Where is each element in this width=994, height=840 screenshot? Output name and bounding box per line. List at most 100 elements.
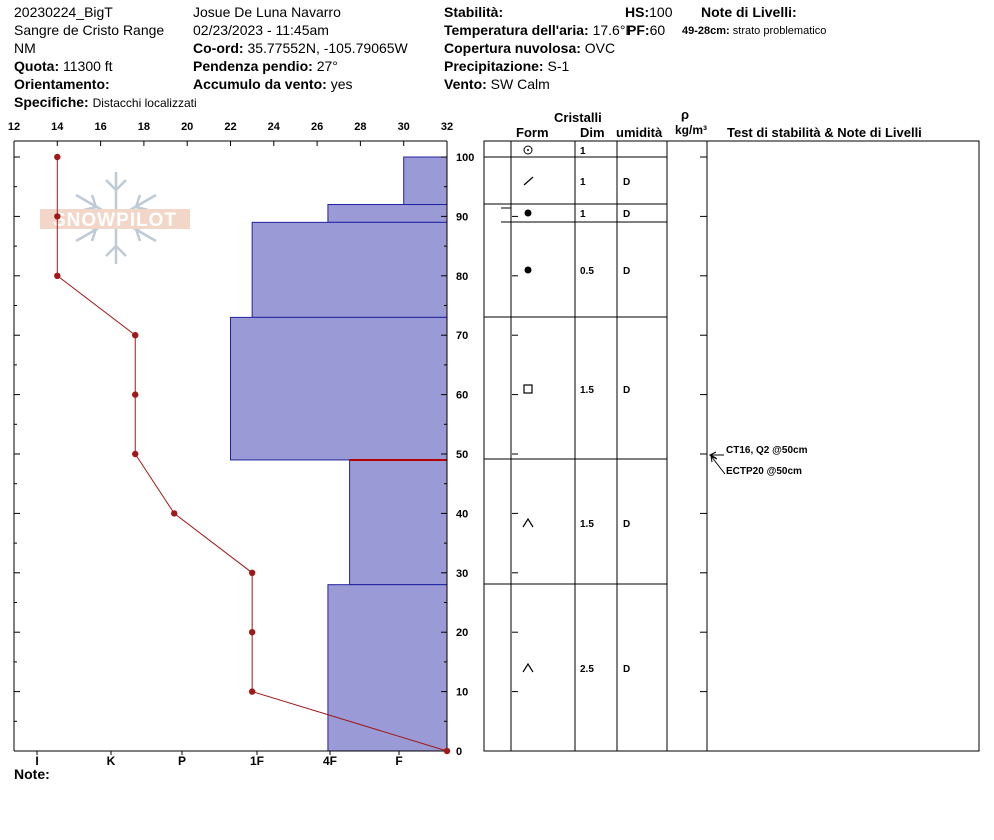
- wind-label: Vento:: [444, 76, 487, 92]
- penetration-foot-label: PF:: [627, 22, 650, 38]
- specifics: Specifiche: Distacchi localizzati: [14, 94, 197, 111]
- depth-tick-label: 10: [456, 687, 468, 699]
- temp-tick-label: 14: [51, 121, 64, 133]
- grain-moisture: D: [623, 519, 630, 530]
- tests-header: Test di stabilità & Note di Livelli: [727, 125, 922, 140]
- layer-note-range: 49-28cm:: [682, 25, 730, 37]
- grain-size: 0.5: [580, 266, 594, 277]
- density-unit-header: kg/m³: [675, 123, 708, 137]
- grain-form-precip-dot: [527, 149, 529, 151]
- depth-tick-label: 60: [456, 390, 468, 402]
- hardness-layer-bar: [349, 459, 448, 586]
- wind-loading: Accumulo da vento: yes: [193, 76, 352, 92]
- state-name: NM: [14, 40, 36, 56]
- depth-tick-label: 50: [456, 449, 468, 461]
- temp-tick-label: 28: [354, 121, 366, 133]
- test-arrow-icon: [710, 455, 718, 463]
- observer-name: Josue De Luna Navarro: [193, 4, 341, 20]
- stability-test-ct: CT16, Q2 @50cm: [726, 445, 808, 456]
- grain-form-round-icon: [524, 266, 532, 274]
- watermark-text: SNOWPILOT: [53, 210, 177, 231]
- air-temperature-value: 17.6°F: [592, 22, 634, 38]
- snow-height: HS:100: [625, 4, 672, 20]
- temperature-point: [171, 510, 178, 517]
- temperature-point: [248, 629, 256, 636]
- depth-tick-label: 80: [456, 271, 468, 283]
- temperature-point: [248, 569, 256, 576]
- grain-size: 1: [580, 209, 586, 220]
- depth-tick-label: 40: [456, 508, 468, 520]
- hardness-label: P: [178, 754, 186, 768]
- grain-size: 2.5: [580, 664, 594, 675]
- hardness-label: F: [395, 754, 402, 768]
- slope-label: Pendenza pendio:: [193, 58, 313, 74]
- temperature-point: [248, 688, 256, 695]
- notes-label: Note:: [14, 766, 50, 782]
- grain-form-faceted-icon: [522, 517, 534, 528]
- stability-label: Stabilità:: [444, 4, 504, 20]
- temp-tick-label: 18: [138, 121, 150, 133]
- snow-height-label: HS:: [625, 4, 650, 20]
- grain-moisture: D: [623, 177, 630, 188]
- wind-loading-label: Accumulo da vento:: [193, 76, 327, 92]
- hardness-layer-bar: [230, 316, 448, 461]
- grain-moisture: D: [623, 266, 630, 277]
- stability-test-ectp: ECTP20 @50cm: [726, 466, 802, 477]
- depth-tick-label: 90: [456, 211, 468, 223]
- dim-header: Dim: [580, 125, 605, 140]
- temp-tick-label: 20: [181, 121, 193, 133]
- grain-moisture: D: [623, 385, 630, 396]
- penetration-foot-value: 60: [649, 22, 666, 38]
- cloud-cover: Copertura nuvolosa: OVC: [444, 40, 615, 56]
- temperature-point: [132, 391, 139, 398]
- hardness-layer-bar: [251, 221, 448, 318]
- cloud-cover-label: Copertura nuvolosa:: [444, 40, 581, 56]
- temperature-point: [132, 332, 139, 339]
- grain-form-round-icon: [524, 209, 532, 217]
- elevation: Quota: 11300 ft: [14, 58, 113, 74]
- moisture-header: umidità: [616, 125, 663, 140]
- temp-tick-label: 24: [268, 121, 281, 133]
- precipitation-label: Precipitazione:: [444, 58, 544, 74]
- slope-value: 27°: [316, 58, 338, 74]
- temp-tick-label: 16: [94, 121, 106, 133]
- temperature-point: [54, 153, 61, 161]
- layer-notes-label: Note di Livelli:: [701, 4, 797, 20]
- range-name: Sangre de Cristo Range: [14, 22, 165, 38]
- hardness-label: I: [35, 754, 38, 768]
- hardness-layer-bar: [327, 584, 448, 752]
- slope: Pendenza pendio: 27°: [193, 58, 338, 74]
- cloud-cover-value: OVC: [584, 40, 616, 56]
- grain-size: 1: [580, 146, 586, 157]
- temp-tick-label: 22: [224, 121, 236, 133]
- temp-tick-label: 26: [311, 121, 323, 133]
- penetration-foot: PF:60: [627, 22, 665, 38]
- grain-form-precip-icon: [523, 145, 533, 155]
- specifics-value: Distacchi localizzati: [92, 96, 197, 110]
- grain-form-slash-icon: [523, 176, 534, 186]
- temperature-point: [132, 450, 139, 458]
- depth-tick-label: 30: [456, 568, 468, 580]
- air-temperature-label: Temperatura dell'aria:: [444, 22, 589, 38]
- crystals-table-frame: [483, 140, 980, 752]
- coordinates-value: 35.77552N, -105.79065W: [247, 40, 408, 56]
- hardness-layer-bar: [403, 156, 448, 206]
- grain-form-square-icon: [523, 384, 533, 394]
- grain-size: 1.5: [580, 519, 594, 530]
- temperature-point: [443, 747, 451, 755]
- temp-tick-label: 30: [398, 121, 410, 133]
- depth-tick-label: 20: [456, 627, 468, 639]
- depth-tick-label: 100: [456, 152, 474, 164]
- temp-tick-label: 32: [441, 121, 453, 133]
- hardness-label: K: [107, 754, 116, 768]
- profile-id: 20230224_BigT: [14, 4, 113, 20]
- depth-tick-label: 0: [456, 746, 462, 758]
- snow-height-value: 100: [649, 4, 673, 20]
- precipitation: Precipitazione: S-1: [444, 58, 569, 74]
- layer-note-text: strato problematico: [732, 25, 827, 37]
- elevation-label: Quota:: [14, 58, 60, 74]
- grain-form-faceted-icon: [522, 662, 534, 673]
- wind: Vento: SW Calm: [444, 76, 550, 92]
- hardness-layer-bar: [327, 204, 448, 223]
